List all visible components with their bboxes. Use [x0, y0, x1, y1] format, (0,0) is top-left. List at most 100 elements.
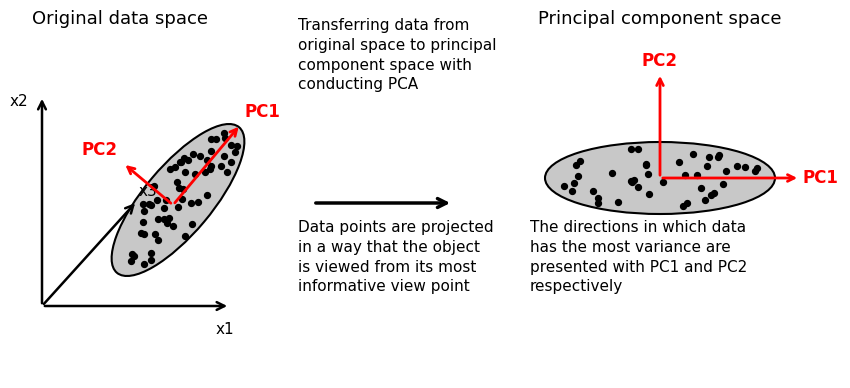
Point [163, 166, 177, 172]
Point [205, 148, 218, 154]
Text: Original data space: Original data space [32, 10, 208, 28]
Point [624, 146, 638, 152]
Point [218, 135, 232, 142]
Point [680, 200, 694, 206]
Point [189, 170, 202, 177]
Point [230, 142, 244, 149]
Text: x2: x2 [9, 94, 28, 109]
Point [678, 172, 692, 178]
Point [157, 205, 171, 211]
Text: x1: x1 [216, 322, 235, 337]
Point [173, 158, 187, 165]
Point [690, 171, 704, 178]
Point [625, 178, 638, 185]
Point [694, 185, 707, 191]
Point [203, 166, 217, 172]
Point [166, 223, 179, 229]
Point [191, 199, 205, 205]
Point [698, 197, 711, 204]
Point [565, 188, 579, 194]
Point [144, 202, 157, 208]
Point [176, 186, 190, 192]
Point [220, 169, 234, 175]
Point [172, 185, 185, 191]
Point [156, 216, 170, 222]
Point [632, 184, 645, 191]
Point [229, 149, 242, 155]
Point [186, 151, 200, 157]
Point [178, 155, 191, 161]
Point [159, 197, 173, 203]
Point [611, 199, 625, 205]
Point [656, 178, 670, 185]
Point [170, 179, 184, 185]
Point [639, 162, 653, 168]
Point [175, 196, 189, 202]
Point [136, 201, 150, 208]
Point [148, 231, 162, 237]
Text: Principal component space: Principal component space [538, 10, 782, 28]
Point [150, 197, 164, 203]
Point [168, 163, 182, 170]
Point [700, 163, 714, 169]
Point [181, 157, 195, 163]
Ellipse shape [545, 142, 775, 214]
Point [147, 182, 161, 189]
Point [751, 165, 764, 171]
Point [625, 178, 638, 184]
Point [730, 163, 744, 169]
Point [193, 153, 207, 159]
Point [748, 168, 762, 174]
Point [707, 190, 721, 196]
Point [204, 136, 218, 142]
Point [218, 153, 231, 159]
Point [142, 201, 156, 207]
Point [677, 203, 690, 209]
Text: Data points are projected
in a way that the object
is viewed from its most
infor: Data points are projected in a way that … [298, 220, 494, 294]
Text: PC1: PC1 [803, 169, 839, 187]
Text: PC2: PC2 [82, 141, 117, 159]
Point [719, 168, 733, 174]
Point [162, 215, 176, 221]
Text: The directions in which data
has the most variance are
presented with PC1 and PC: The directions in which data has the mos… [530, 220, 747, 294]
Point [605, 170, 619, 176]
Point [134, 229, 148, 236]
Point [672, 159, 686, 165]
Point [632, 146, 645, 152]
Point [200, 157, 213, 163]
Text: PC2: PC2 [642, 52, 678, 70]
Point [185, 221, 199, 227]
Point [738, 164, 751, 170]
Point [686, 151, 700, 157]
Point [144, 250, 158, 256]
Point [558, 183, 571, 189]
Point [573, 158, 586, 164]
Text: PC1: PC1 [245, 102, 280, 121]
Point [705, 191, 718, 197]
Point [570, 162, 583, 168]
Point [224, 142, 238, 148]
Point [178, 168, 192, 175]
Point [138, 260, 151, 267]
Point [144, 256, 158, 263]
Point [198, 168, 212, 175]
Point [214, 163, 228, 169]
Point [702, 154, 716, 160]
Point [586, 188, 600, 194]
Point [137, 231, 150, 237]
Point [711, 154, 725, 160]
Point [204, 163, 218, 169]
Point [218, 130, 231, 136]
Point [642, 191, 655, 197]
Point [571, 173, 585, 179]
Point [174, 159, 188, 165]
Point [184, 200, 197, 206]
Point [171, 204, 184, 210]
Text: Transferring data from
original space to principal
component space with
conducti: Transferring data from original space to… [298, 18, 496, 92]
Ellipse shape [111, 124, 245, 276]
Point [224, 159, 238, 165]
Point [151, 237, 165, 243]
Point [151, 215, 165, 222]
Point [201, 192, 214, 198]
Point [178, 233, 191, 239]
